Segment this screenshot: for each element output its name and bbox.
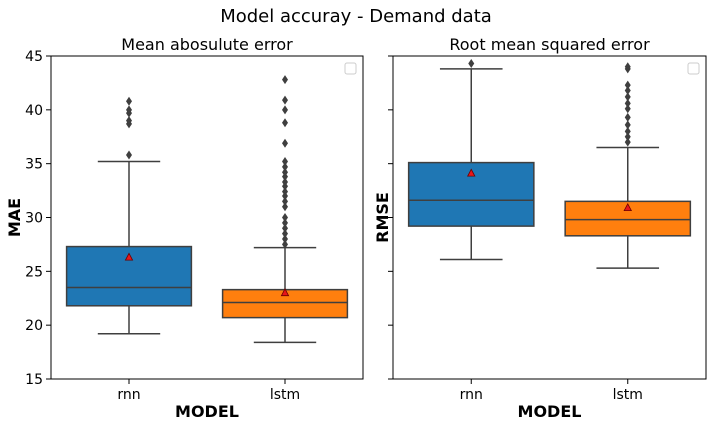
outlier-point [282, 105, 288, 115]
y-tick-label: 35 [25, 157, 43, 173]
outlier-point [468, 59, 475, 69]
outlier-point [282, 177, 288, 187]
outlier-point [282, 157, 288, 167]
outlier-point [624, 62, 631, 72]
outlier-point [282, 138, 288, 148]
outlier-point [282, 234, 288, 244]
outlier-point [624, 104, 631, 114]
outlier-point [126, 105, 132, 115]
outlier-point [282, 162, 288, 172]
y-tick-label: 20 [25, 318, 43, 334]
y-axis-label: RMSE [373, 192, 392, 243]
mae-panel: Mean abosulute error 15 20 25 30 35 40 45 rnn lst… [5, 35, 364, 421]
outlier-point [624, 85, 631, 95]
outlier-point [282, 229, 288, 239]
outlier-point [126, 150, 132, 160]
outlier-point [624, 137, 631, 147]
outlier-point [126, 116, 132, 126]
outlier-point [126, 96, 132, 106]
outlier-point [624, 112, 631, 122]
outlier-point [282, 187, 288, 197]
panel-title: Root mean squared error [449, 35, 650, 54]
figure-suptitle: Model accuray - Demand data [220, 6, 492, 27]
outlier-point [624, 80, 631, 90]
outlier-point [624, 98, 631, 108]
y-tick-label: 30 [25, 211, 43, 227]
axes-frame [392, 55, 707, 380]
y-tick-label: 45 [25, 49, 43, 65]
outlier-point [282, 95, 288, 105]
x-axis-label: MODEL [518, 402, 582, 421]
legend-box [344, 62, 357, 75]
y-axis-label: MAE [5, 198, 24, 237]
x-tick-label: rnn [117, 387, 140, 403]
outlier-point [624, 126, 631, 136]
outlier-point [282, 75, 288, 85]
rmse-panel: Root mean squared error rnn lstm MODEL RMSE [373, 35, 707, 421]
axes-frame [50, 55, 364, 380]
y-tick-label: 15 [25, 372, 43, 388]
outlier-point [624, 92, 631, 102]
outlier-point [282, 118, 288, 128]
x-tick-label: lstm [270, 387, 300, 403]
mean-marker [280, 288, 290, 297]
legend-box [687, 62, 700, 75]
outlier-point [282, 218, 288, 228]
mean-marker [466, 168, 476, 177]
outlier-point [282, 196, 288, 206]
outlier-point [282, 239, 288, 249]
x-tick-label: rnn [460, 387, 483, 403]
mean-marker [623, 202, 633, 212]
outlier-point [624, 120, 631, 130]
outlier-point [282, 167, 288, 177]
y-tick-label: 40 [25, 103, 43, 119]
outlier-point [624, 132, 631, 142]
x-axis-label: MODEL [175, 402, 239, 421]
panel-title: Mean abosulute error [121, 35, 293, 54]
mean-marker [124, 252, 134, 261]
outlier-point [282, 213, 288, 222]
x-tick-label: lstm [613, 387, 643, 403]
y-tick-label: 25 [25, 264, 43, 280]
outlier-point [282, 202, 288, 212]
outlier-point [282, 223, 288, 233]
